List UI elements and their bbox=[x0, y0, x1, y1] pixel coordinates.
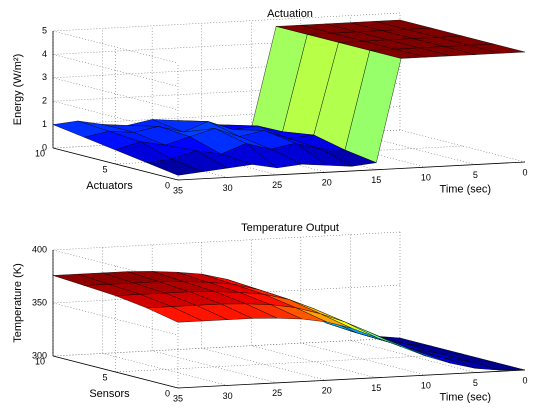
grid-line bbox=[251, 345, 377, 378]
grid-line bbox=[52, 249, 179, 283]
z-tick-label: 1 bbox=[42, 119, 47, 129]
z-axis-label: Temperature (K) bbox=[12, 263, 24, 342]
grid-line bbox=[201, 140, 327, 173]
z-tick-label: 0 bbox=[42, 142, 47, 152]
x-axis-label: Time (sec) bbox=[440, 392, 492, 404]
surface-cell bbox=[146, 306, 203, 323]
grid-line bbox=[115, 353, 463, 373]
axis-line bbox=[177, 161, 526, 181]
z-axis-label: Energy (W/m²) bbox=[12, 54, 24, 126]
x-tick-label: 15 bbox=[371, 383, 381, 393]
chart-title: Actuation bbox=[267, 8, 313, 20]
x-tick-label: 25 bbox=[272, 388, 282, 398]
x-tick-label: 25 bbox=[272, 180, 282, 190]
grid-line bbox=[52, 77, 179, 111]
grid-line bbox=[52, 54, 179, 87]
axis-line bbox=[52, 147, 179, 181]
surface-cell bbox=[320, 313, 377, 338]
grid-line bbox=[300, 134, 426, 168]
grid-line bbox=[52, 231, 401, 251]
z-tick-label: 5 bbox=[42, 25, 47, 35]
grid-line bbox=[52, 12, 401, 32]
z-tick-label: 2 bbox=[42, 96, 47, 106]
surface-cell bbox=[145, 158, 204, 176]
grid-line bbox=[152, 350, 278, 384]
x-tick-label: 30 bbox=[223, 183, 233, 193]
y-tick-label: 5 bbox=[102, 164, 107, 174]
grid-line bbox=[52, 337, 401, 357]
x-tick-label: 35 bbox=[173, 185, 183, 195]
grid-line bbox=[102, 353, 228, 386]
axis-line bbox=[177, 369, 526, 389]
grid-line bbox=[52, 337, 401, 357]
y-tick-label: 10 bbox=[35, 356, 45, 366]
z-tick-label: 3 bbox=[42, 72, 47, 82]
z-tick-label: 350 bbox=[32, 297, 47, 307]
grid-line bbox=[102, 145, 228, 178]
grid-line bbox=[399, 129, 526, 163]
grid-line bbox=[115, 145, 463, 165]
x-tick-label: 20 bbox=[322, 386, 332, 396]
z-tick-label: 4 bbox=[42, 49, 47, 59]
grid-line bbox=[350, 340, 476, 373]
grid-line bbox=[350, 132, 476, 165]
x-tick-label: 5 bbox=[473, 170, 478, 180]
x-tick-label: 20 bbox=[322, 178, 332, 188]
grid-line bbox=[52, 100, 179, 134]
x-tick-label: 0 bbox=[522, 375, 527, 385]
y-tick-label: 10 bbox=[35, 148, 45, 158]
grid-line bbox=[52, 284, 401, 304]
chart-title: Temperature Output bbox=[241, 222, 339, 234]
grid-line bbox=[300, 342, 426, 376]
z-tick-label: 300 bbox=[32, 350, 47, 360]
x-axis-label: Time (sec) bbox=[440, 184, 492, 196]
y-tick-label: 5 bbox=[102, 372, 107, 382]
x-tick-label: 15 bbox=[371, 175, 381, 185]
x-tick-label: 30 bbox=[223, 391, 233, 401]
surface-cell bbox=[344, 321, 402, 347]
grid-line bbox=[201, 348, 327, 381]
y-axis-label: Actuators bbox=[86, 180, 133, 192]
x-tick-label: 0 bbox=[522, 167, 527, 177]
z-tick-label: 400 bbox=[32, 244, 47, 254]
grid-line bbox=[152, 142, 278, 176]
x-tick-label: 10 bbox=[421, 173, 431, 183]
grid-line bbox=[52, 30, 179, 64]
axis-line bbox=[52, 355, 179, 389]
y-tick-label: 0 bbox=[165, 388, 170, 398]
x-tick-label: 35 bbox=[173, 393, 183, 403]
y-tick-label: 0 bbox=[165, 180, 170, 190]
x-tick-label: 5 bbox=[473, 378, 478, 388]
y-axis-label: Sensors bbox=[89, 388, 130, 400]
x-tick-label: 10 bbox=[421, 381, 431, 391]
grid-line bbox=[52, 302, 179, 336]
